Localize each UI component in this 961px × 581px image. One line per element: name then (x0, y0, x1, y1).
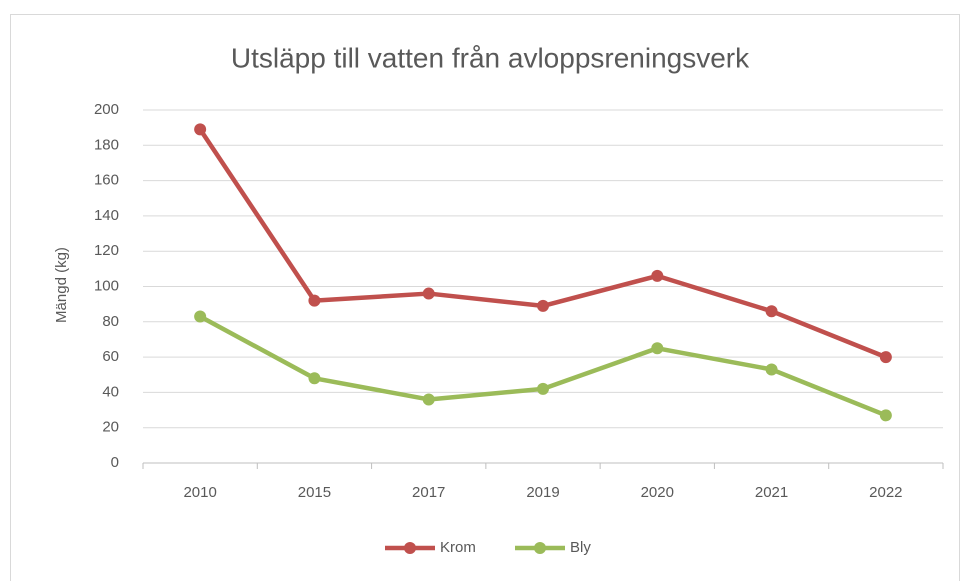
y-tick-label: 180 (94, 136, 119, 153)
legend-label: Bly (570, 539, 591, 556)
data-point (422, 393, 435, 406)
y-tick-label: 100 (94, 277, 119, 294)
y-tick-label: 20 (102, 419, 119, 436)
data-point (651, 269, 664, 282)
data-point (537, 299, 549, 312)
data-point (422, 287, 435, 300)
data-point (194, 123, 207, 136)
y-tick-label: 80 (102, 313, 119, 330)
y-axis-label: Mängd (kg) (53, 247, 70, 323)
y-tick-label: 120 (94, 242, 119, 259)
y-tick-label: 0 (111, 454, 119, 471)
y-tick-label: 140 (94, 207, 119, 224)
x-tick-label: 2015 (298, 484, 331, 501)
data-point (308, 294, 321, 307)
x-tick-label: 2020 (641, 484, 674, 501)
data-point (308, 372, 321, 385)
y-tick-label: 60 (102, 348, 119, 365)
data-point (765, 305, 778, 318)
x-tick-label: 2010 (183, 484, 216, 501)
y-tick-label: 160 (94, 172, 119, 189)
legend-label: Krom (440, 539, 476, 556)
legend-marker (404, 542, 416, 554)
x-tick-label: 2022 (869, 484, 902, 501)
x-tick-label: 2017 (412, 484, 445, 501)
chart-title: Utsläpp till vatten från avloppsreningsv… (231, 42, 750, 73)
data-point (651, 342, 664, 355)
data-point (879, 351, 892, 364)
data-point (879, 409, 892, 422)
x-tick-label: 2021 (755, 484, 788, 501)
y-tick-label: 40 (102, 383, 119, 400)
x-tick-label: 2019 (526, 484, 559, 501)
y-tick-label: 200 (94, 101, 119, 118)
legend-marker (534, 542, 546, 554)
data-point (765, 363, 778, 376)
data-point (194, 310, 207, 323)
data-point (537, 382, 549, 395)
